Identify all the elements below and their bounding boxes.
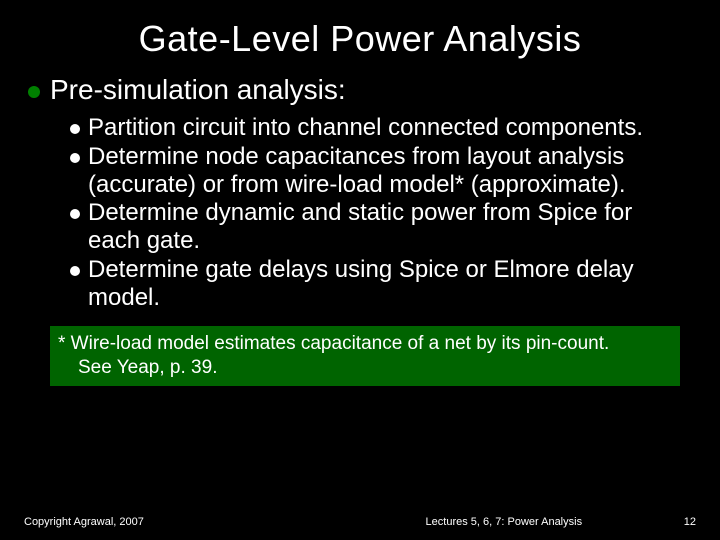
footnote-line2: See Yeap, p. 39. [58, 356, 672, 380]
slide-title: Gate-Level Power Analysis [28, 18, 692, 60]
footnote-box: * Wire-load model estimates capacitance … [50, 326, 680, 386]
list-item: Determine gate delays using Spice or Elm… [70, 256, 684, 313]
slide: Gate-Level Power Analysis Pre-simulation… [0, 0, 720, 540]
bullet-icon [70, 209, 80, 219]
bullet-icon [70, 153, 80, 163]
list-item: Partition circuit into channel connected… [70, 114, 684, 142]
footer-page-number: 12 [664, 516, 696, 528]
footnote-line1: * Wire-load model estimates capacitance … [58, 332, 672, 356]
footer-copyright: Copyright Agrawal, 2007 [24, 516, 344, 528]
list-item-text: Determine dynamic and static power from … [88, 199, 684, 256]
bullet-icon [70, 124, 80, 134]
list-item-text: Determine node capacitances from layout … [88, 143, 684, 200]
footer-lecture: Lectures 5, 6, 7: Power Analysis [344, 516, 664, 528]
list-item: Determine node capacitances from layout … [70, 143, 684, 200]
list-item-text: Determine gate delays using Spice or Elm… [88, 256, 684, 313]
heading-row: Pre-simulation analysis: [28, 74, 692, 106]
bullet-icon [70, 266, 80, 276]
heading-text: Pre-simulation analysis: [50, 74, 346, 106]
bullet-list: Partition circuit into channel connected… [70, 114, 684, 312]
footer: Copyright Agrawal, 2007 Lectures 5, 6, 7… [24, 516, 696, 528]
bullet-icon [28, 86, 40, 98]
list-item: Determine dynamic and static power from … [70, 199, 684, 256]
list-item-text: Partition circuit into channel connected… [88, 114, 643, 142]
